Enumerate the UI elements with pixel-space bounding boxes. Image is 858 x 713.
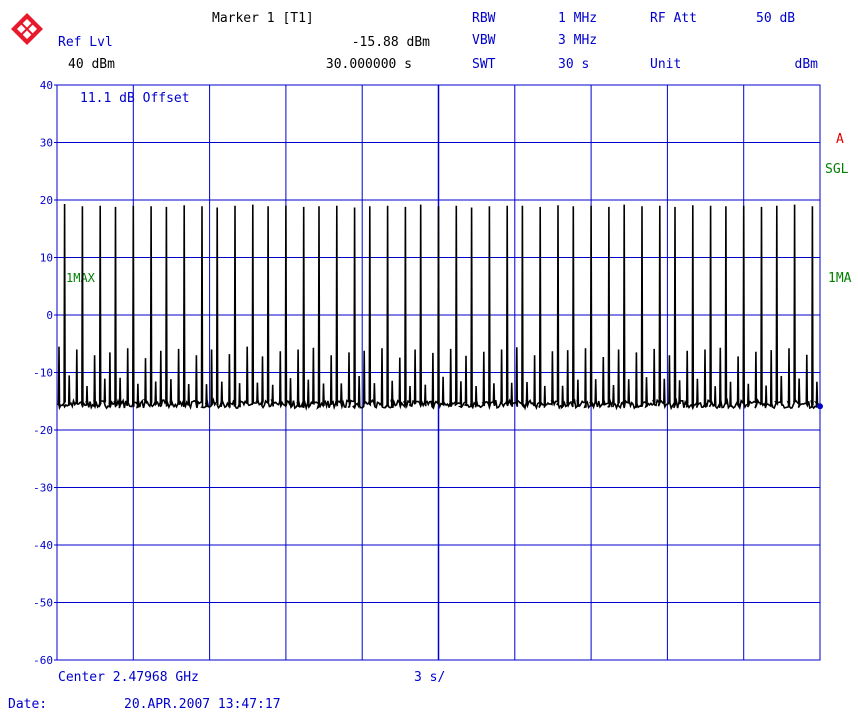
rbw-value: 1 MHz [558,11,597,26]
marker-time: 30.000000 s [326,57,412,72]
y-tick-labels: 40 30 20 10 0 -10 -20 -30 -40 -50 -60 [33,79,57,667]
unit-label: Unit [650,57,681,72]
span-per-division: 3 s/ [414,670,445,685]
swt-value: 30 s [558,57,589,72]
y-tick-label: 40 [40,79,53,92]
y-tick-label: 0 [46,309,53,322]
trace-1 [56,203,821,412]
rf-att-value: 50 dB [756,11,795,26]
sgl-label: SGL [825,162,849,177]
marker-label: Marker 1 [T1] [212,11,314,26]
trace-line [56,203,821,412]
offset-annotation: 11.1 dB Offset [80,91,190,106]
rf-att-label: RF Att [650,11,697,26]
vbw-label: VBW [472,33,496,48]
y-tick-label: -30 [33,482,53,495]
swt-label: SWT [472,57,496,72]
y-tick-label: 20 [40,194,53,207]
rohde-schwarz-logo [11,13,43,45]
trace-a-label: A [836,132,844,147]
rbw-label: RBW [472,11,496,26]
y-tick-label: 30 [40,137,53,150]
marker-point [817,403,823,410]
y-tick-label: -50 [33,597,53,610]
marker-level: -15.88 dBm [352,35,430,50]
y-tick-label: -20 [33,424,53,437]
vbw-value: 3 MHz [558,33,597,48]
date-label: Date: [8,697,47,712]
marker-1 [817,403,823,410]
date-value: 20.APR.2007 13:47:17 [124,697,281,712]
ref-lvl-value: 40 dBm [68,57,115,72]
center-frequency: Center 2.47968 GHz [58,670,199,685]
y-tick-label: -60 [33,654,53,667]
left-1max-label: 1MAX [66,271,96,285]
y-tick-label: -10 [33,367,53,380]
ref-lvl-label: Ref Lvl [58,35,113,50]
y-tick-label: -40 [33,539,53,552]
unit-value: dBm [795,57,819,72]
right-1ma-label: 1MA [828,271,852,286]
y-tick-label: 10 [40,252,53,265]
